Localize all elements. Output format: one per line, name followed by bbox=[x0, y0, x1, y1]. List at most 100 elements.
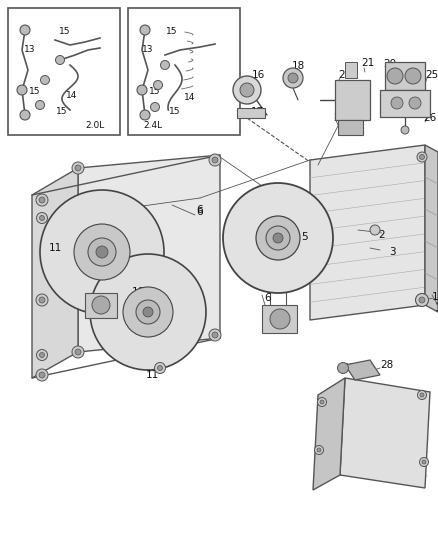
Text: 11: 11 bbox=[48, 243, 62, 253]
Circle shape bbox=[36, 213, 47, 223]
Circle shape bbox=[88, 238, 116, 266]
Circle shape bbox=[391, 97, 403, 109]
Text: 15: 15 bbox=[166, 28, 178, 36]
Circle shape bbox=[143, 307, 153, 317]
Text: 2.0L: 2.0L bbox=[86, 120, 105, 130]
Polygon shape bbox=[338, 120, 363, 135]
Circle shape bbox=[416, 294, 428, 306]
Circle shape bbox=[40, 76, 49, 85]
Text: 12: 12 bbox=[431, 292, 438, 302]
Circle shape bbox=[419, 297, 425, 303]
Circle shape bbox=[417, 152, 427, 162]
Circle shape bbox=[151, 102, 159, 111]
Text: 2.4L: 2.4L bbox=[143, 120, 162, 130]
Circle shape bbox=[314, 446, 324, 455]
Polygon shape bbox=[335, 80, 370, 120]
Circle shape bbox=[40, 190, 164, 314]
Text: 11: 11 bbox=[145, 370, 159, 380]
Circle shape bbox=[140, 110, 150, 120]
Circle shape bbox=[96, 246, 108, 258]
Circle shape bbox=[56, 55, 64, 64]
Text: 13: 13 bbox=[24, 45, 36, 54]
Circle shape bbox=[158, 366, 162, 370]
Circle shape bbox=[266, 226, 290, 250]
Circle shape bbox=[317, 448, 321, 452]
Text: 1: 1 bbox=[434, 303, 438, 313]
Circle shape bbox=[420, 155, 424, 159]
Circle shape bbox=[273, 233, 283, 243]
Bar bbox=[345, 62, 357, 78]
Circle shape bbox=[401, 126, 409, 134]
Text: 9: 9 bbox=[268, 307, 276, 317]
Circle shape bbox=[20, 25, 30, 35]
Circle shape bbox=[338, 362, 349, 374]
Text: 15: 15 bbox=[59, 28, 71, 36]
Circle shape bbox=[36, 294, 48, 306]
Circle shape bbox=[39, 197, 45, 203]
Circle shape bbox=[160, 61, 170, 69]
Circle shape bbox=[35, 101, 45, 109]
Circle shape bbox=[212, 157, 218, 163]
Polygon shape bbox=[340, 378, 430, 488]
Text: 16: 16 bbox=[251, 70, 265, 80]
Text: 6: 6 bbox=[197, 207, 203, 217]
Polygon shape bbox=[32, 168, 78, 378]
Polygon shape bbox=[310, 145, 425, 320]
Polygon shape bbox=[385, 62, 425, 90]
Circle shape bbox=[137, 85, 147, 95]
Circle shape bbox=[209, 329, 221, 341]
Text: 15: 15 bbox=[56, 108, 68, 117]
Polygon shape bbox=[425, 145, 438, 312]
Bar bbox=[8, 8, 120, 135]
Text: 29: 29 bbox=[343, 363, 356, 373]
Text: 10: 10 bbox=[131, 287, 145, 297]
Circle shape bbox=[39, 372, 45, 378]
Text: 20: 20 bbox=[383, 59, 396, 69]
Text: 2: 2 bbox=[379, 230, 385, 240]
Circle shape bbox=[153, 80, 162, 90]
Circle shape bbox=[36, 369, 48, 381]
Circle shape bbox=[212, 332, 218, 338]
Text: 6: 6 bbox=[197, 205, 203, 215]
Circle shape bbox=[155, 362, 166, 374]
Text: 25: 25 bbox=[425, 70, 438, 80]
Circle shape bbox=[140, 25, 150, 35]
Circle shape bbox=[72, 162, 84, 174]
Text: 6: 6 bbox=[265, 310, 271, 320]
Text: 22: 22 bbox=[339, 70, 352, 80]
Polygon shape bbox=[345, 360, 380, 380]
Circle shape bbox=[420, 457, 428, 466]
Text: 3: 3 bbox=[389, 247, 396, 257]
Circle shape bbox=[223, 183, 333, 293]
Circle shape bbox=[39, 215, 45, 221]
Circle shape bbox=[256, 216, 300, 260]
Circle shape bbox=[288, 73, 298, 83]
Circle shape bbox=[39, 352, 45, 358]
Polygon shape bbox=[380, 90, 430, 117]
Text: 14: 14 bbox=[184, 93, 196, 101]
Polygon shape bbox=[313, 378, 345, 490]
Text: 13: 13 bbox=[142, 45, 154, 54]
Text: 14: 14 bbox=[66, 91, 78, 100]
Circle shape bbox=[387, 68, 403, 84]
Circle shape bbox=[90, 254, 206, 370]
Circle shape bbox=[420, 393, 424, 397]
Circle shape bbox=[405, 68, 421, 84]
Text: 5: 5 bbox=[302, 232, 308, 242]
Circle shape bbox=[75, 349, 81, 355]
Circle shape bbox=[123, 287, 173, 337]
Circle shape bbox=[233, 76, 261, 104]
Circle shape bbox=[36, 350, 47, 360]
Bar bbox=[128, 8, 240, 135]
Circle shape bbox=[136, 300, 160, 324]
Circle shape bbox=[240, 83, 254, 97]
Circle shape bbox=[72, 346, 84, 358]
Text: 21: 21 bbox=[361, 58, 374, 68]
Circle shape bbox=[20, 110, 30, 120]
Polygon shape bbox=[85, 293, 117, 318]
Circle shape bbox=[39, 297, 45, 303]
Circle shape bbox=[320, 400, 324, 404]
Text: 17: 17 bbox=[251, 107, 264, 117]
Text: 23: 23 bbox=[333, 113, 346, 123]
Circle shape bbox=[409, 97, 421, 109]
